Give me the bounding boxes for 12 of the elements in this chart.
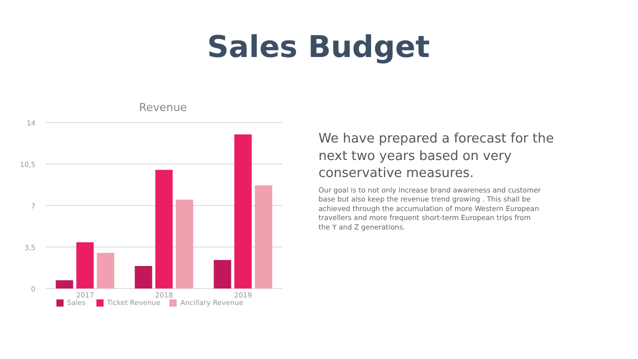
bar [254, 185, 272, 288]
bar [214, 260, 232, 288]
text: We have prepared a forecast for the next two years based on very conservative measures. [318, 132, 554, 181]
bar [56, 280, 74, 288]
bar [155, 170, 173, 288]
chart-title: Sales Budget [207, 30, 430, 65]
bar [176, 200, 194, 288]
chart-subtitle: Revenue [139, 101, 188, 114]
bar [96, 252, 114, 288]
bar [234, 134, 252, 288]
bar [76, 242, 94, 288]
bar [134, 266, 152, 288]
